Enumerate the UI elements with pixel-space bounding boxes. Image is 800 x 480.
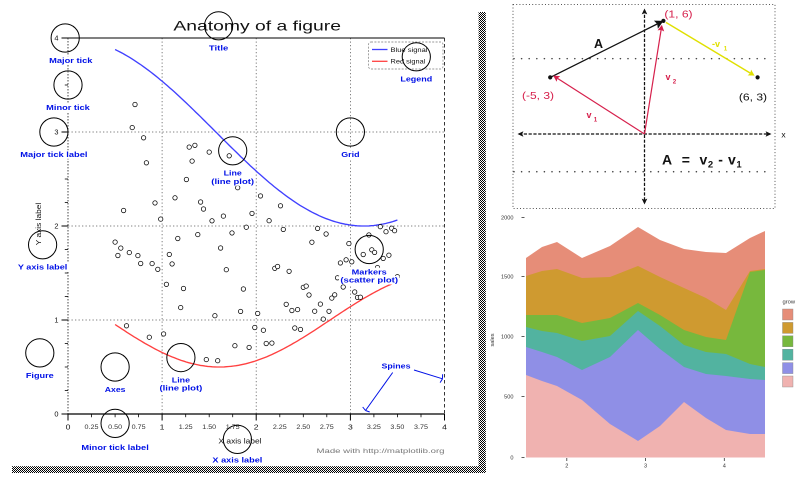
- svg-text:4: 4: [54, 33, 58, 42]
- svg-text:0: 0: [66, 423, 71, 432]
- svg-text:1: 1: [54, 315, 58, 324]
- svg-text:0: 0: [510, 456, 513, 462]
- svg-text:0: 0: [54, 409, 58, 418]
- svg-text:Y axis label: Y axis label: [34, 202, 43, 245]
- svg-text:2: 2: [54, 221, 58, 230]
- svg-text:1: 1: [724, 46, 728, 53]
- svg-text:Anatomy of a figure: Anatomy of a figure: [173, 18, 341, 33]
- svg-text:sales: sales: [490, 333, 496, 346]
- svg-text:3.75: 3.75: [414, 424, 429, 431]
- svg-text:A: A: [594, 37, 603, 51]
- svg-text:(6, 3): (6, 3): [739, 92, 767, 104]
- svg-text:x: x: [781, 130, 786, 140]
- svg-text:Title: Title: [209, 44, 228, 53]
- svg-text:Spines: Spines: [382, 361, 411, 370]
- svg-text:2.25: 2.25: [273, 424, 288, 431]
- svg-text:3.25: 3.25: [367, 424, 382, 431]
- svg-text:(line plot): (line plot): [160, 384, 203, 393]
- svg-text:0.25: 0.25: [85, 424, 100, 431]
- svg-text:-v: -v: [712, 39, 720, 49]
- svg-text:0.75: 0.75: [132, 424, 147, 431]
- svg-text:Blue signal: Blue signal: [391, 47, 429, 54]
- svg-text:grow: grow: [783, 300, 796, 306]
- svg-text:Figure: Figure: [26, 371, 54, 380]
- svg-text:1000: 1000: [501, 335, 513, 341]
- svg-text:3: 3: [348, 423, 353, 432]
- svg-text:Line: Line: [172, 376, 190, 385]
- svg-text:Line: Line: [224, 169, 242, 178]
- svg-text:0.50: 0.50: [108, 424, 123, 431]
- svg-text:Legend: Legend: [400, 75, 432, 84]
- svg-text:Axes: Axes: [105, 385, 126, 394]
- svg-text:2000: 2000: [501, 216, 513, 222]
- svg-text:Major tick: Major tick: [49, 56, 93, 65]
- svg-text:Grid: Grid: [341, 150, 360, 159]
- svg-text:v: v: [665, 72, 670, 82]
- svg-text:4: 4: [442, 423, 447, 432]
- svg-text:500: 500: [504, 395, 513, 401]
- svg-text:Major tick label: Major tick label: [20, 150, 87, 159]
- svg-text:4: 4: [723, 464, 726, 470]
- svg-text:1.75: 1.75: [226, 424, 241, 431]
- svg-text:Minor tick: Minor tick: [46, 103, 91, 112]
- svg-text:1500: 1500: [501, 275, 513, 281]
- svg-text:v: v: [586, 110, 591, 120]
- svg-text:1: 1: [160, 423, 165, 432]
- svg-text:Y axis label: Y axis label: [18, 263, 68, 272]
- svg-text:1: 1: [594, 117, 598, 124]
- svg-text:A = v2 - v1: A = v2 - v1: [662, 152, 742, 171]
- svg-text:2.50: 2.50: [296, 424, 311, 431]
- svg-text:1.50: 1.50: [202, 424, 217, 431]
- svg-text:(-5, 3): (-5, 3): [522, 90, 554, 102]
- svg-text:3.50: 3.50: [390, 424, 405, 431]
- svg-text:X axis label: X axis label: [212, 455, 262, 464]
- svg-text:(line plot): (line plot): [211, 177, 254, 186]
- svg-text:2: 2: [565, 464, 568, 470]
- svg-text:Markers: Markers: [352, 267, 387, 276]
- svg-text:X axis label: X axis label: [218, 436, 262, 445]
- svg-text:(scatter plot): (scatter plot): [340, 276, 398, 285]
- svg-text:Made with http://matplotlib.or: Made with http://matplotlib.org: [317, 448, 445, 455]
- svg-text:(1, 6): (1, 6): [664, 9, 692, 21]
- svg-text:2.75: 2.75: [320, 424, 335, 431]
- svg-text:3: 3: [644, 464, 647, 470]
- svg-text:2: 2: [673, 79, 677, 86]
- svg-text:Red signal: Red signal: [391, 59, 426, 66]
- svg-text:3: 3: [54, 127, 58, 136]
- svg-text:2: 2: [254, 423, 259, 432]
- svg-text:1.25: 1.25: [179, 424, 194, 431]
- svg-text:Minor tick label: Minor tick label: [81, 443, 148, 452]
